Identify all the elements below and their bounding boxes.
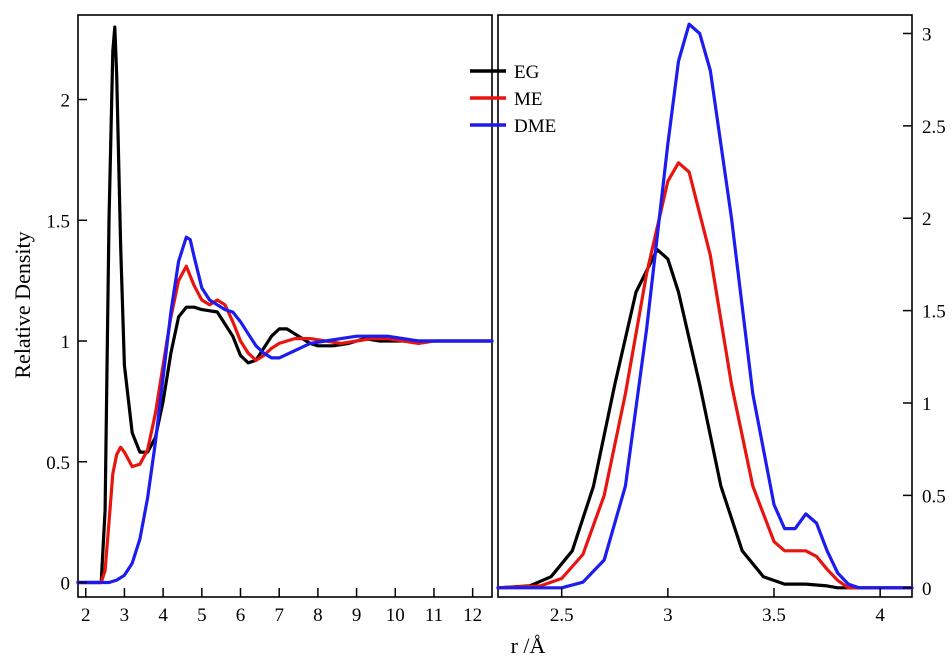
right-series-group (496, 22, 914, 590)
right-y-tick-label: 2 (922, 209, 932, 230)
left-x-tick-label: 9 (352, 605, 362, 626)
x-axis-label: r /Å (511, 633, 546, 658)
right-axis-ticks: 2.5 3 3.5 4 0 0.5 1 1.5 2 2.5 3 (550, 24, 946, 626)
left-x-tick-label: 5 (197, 605, 207, 626)
left-series-dme (76, 235, 494, 585)
left-y-tick-label: 1 (61, 332, 71, 353)
right-x-tick-label: 2.5 (550, 605, 574, 626)
right-panel: 2.5 3 3.5 4 0 0.5 1 1.5 2 2.5 3 (496, 14, 946, 626)
right-y-tick-label: 1.5 (922, 302, 946, 323)
left-x-tick-label: 8 (313, 605, 323, 626)
right-series-dme (496, 22, 914, 590)
left-x-tick-label: 3 (120, 605, 130, 626)
left-x-tick-label: 11 (425, 605, 443, 626)
left-x-tick-label: 2 (81, 605, 91, 626)
left-y-tick-label: 2 (61, 91, 71, 112)
legend-label-dme: DME (514, 116, 556, 137)
legend-label-eg: EG (514, 62, 540, 83)
right-x-tick-label: 3 (663, 605, 673, 626)
left-y-tick-label: 1.5 (46, 211, 70, 232)
legend: EG ME DME (470, 62, 556, 137)
right-x-tick-label: 3.5 (762, 605, 786, 626)
right-plot-frame (497, 14, 913, 598)
left-y-tick-label: 0.5 (46, 453, 70, 474)
left-x-tick-label: 7 (274, 605, 284, 626)
legend-label-me: ME (514, 89, 543, 110)
left-series-eg (76, 25, 494, 585)
left-series-group (76, 25, 494, 585)
left-plot-frame (77, 14, 493, 598)
right-series-eg (496, 248, 914, 590)
right-x-tick-label: 4 (875, 605, 885, 626)
left-y-axis-label: Relative Density (10, 231, 35, 378)
left-axis-ticks: 2 3 4 5 6 7 8 9 10 11 12 0 0.5 1 1.5 2 (46, 91, 482, 626)
left-panel: 2 3 4 5 6 7 8 9 10 11 12 0 0.5 1 1.5 2 Relative Density (10, 14, 494, 626)
left-series-me (76, 264, 494, 585)
left-x-tick-label: 6 (236, 605, 246, 626)
left-x-tick-label: 12 (463, 605, 482, 626)
left-y-tick-label: 0 (61, 574, 71, 595)
left-x-tick-label: 10 (386, 605, 405, 626)
right-y-tick-label: 0.5 (922, 486, 946, 507)
right-series-me (496, 161, 914, 590)
right-y-tick-label: 2.5 (922, 117, 946, 138)
right-y-tick-label: 0 (922, 579, 932, 600)
right-y-tick-label: 3 (922, 24, 932, 45)
right-y-tick-label: 1 (922, 394, 932, 415)
left-x-tick-label: 4 (158, 605, 168, 626)
